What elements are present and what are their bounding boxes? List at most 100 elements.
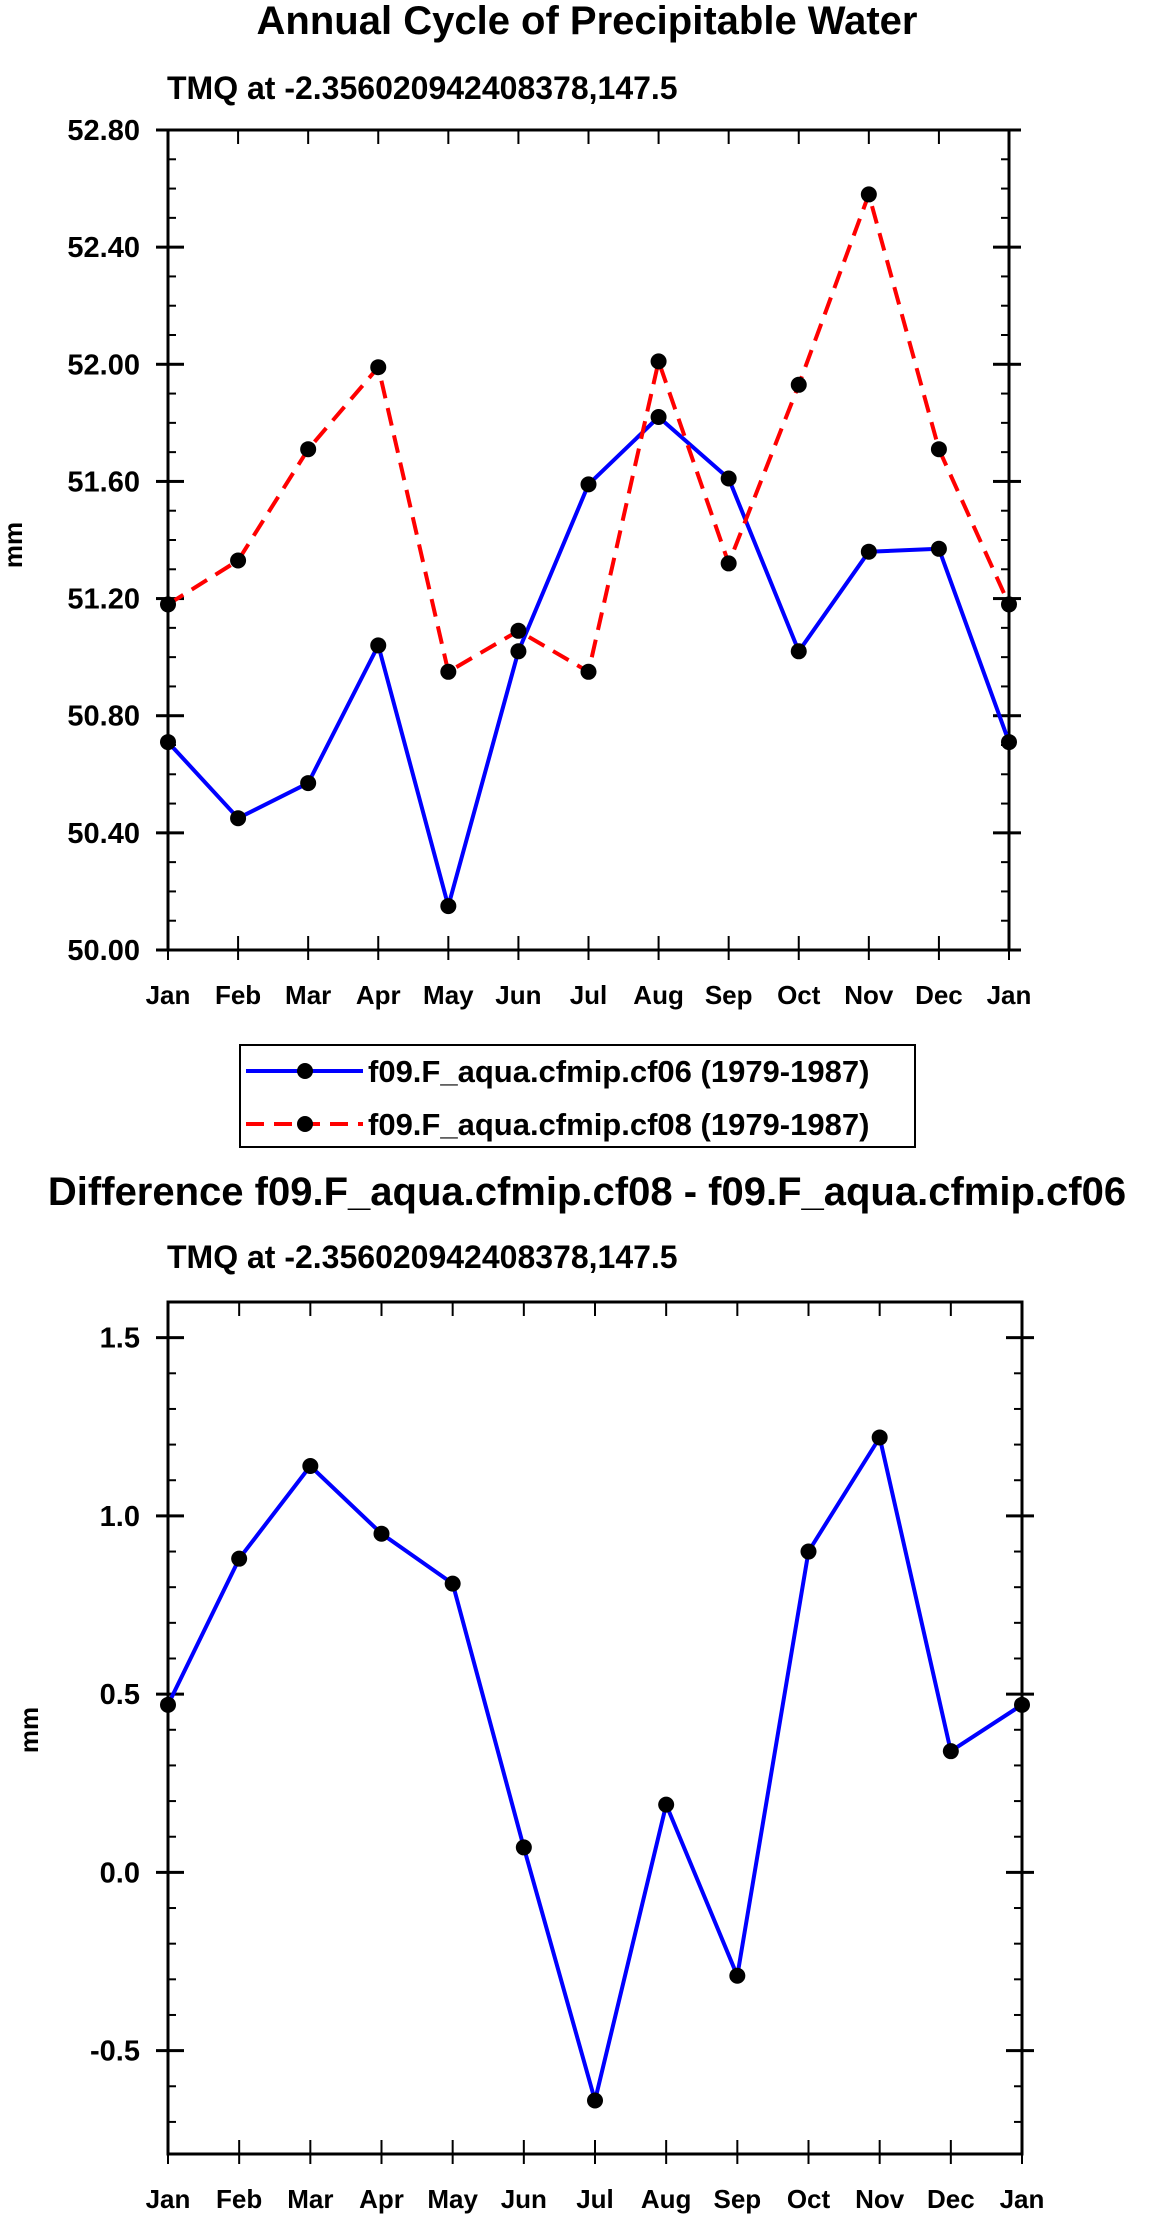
data-point — [1014, 1696, 1030, 1713]
y-axis-label: mm — [0, 522, 28, 568]
x-tick-label-dec: Dec — [927, 2184, 975, 2214]
x-tick-label-mar: Mar — [287, 2184, 333, 2214]
data-point — [510, 643, 527, 660]
legend-marker-cf06 — [297, 1063, 313, 1079]
chart-subtitle: TMQ at -2.356020942408378,147.5 — [167, 1239, 678, 1275]
tick-group — [156, 128, 1021, 960]
y-tick-label: 50.00 — [67, 935, 140, 967]
x-tick-label-jan: Jan — [1000, 2184, 1045, 2214]
x-tick-label-oct: Oct — [787, 2184, 831, 2214]
chart-title: Difference f09.F_aqua.cfmip.cf08 - f09.F… — [48, 1170, 1126, 1214]
y-axis-label: mm — [14, 1707, 44, 1753]
difference-chart: Difference f09.F_aqua.cfmip.cf08 - f09.F… — [14, 1170, 1126, 2214]
data-point — [1001, 734, 1017, 751]
x-tick-label-nov: Nov — [844, 980, 894, 1010]
series-line-0 — [166, 1435, 1024, 2103]
x-tick-label-jun: Jun — [495, 980, 541, 1010]
data-point — [587, 2092, 603, 2109]
data-point — [373, 1525, 390, 1542]
data-point — [650, 353, 667, 370]
y-tick-label: 1.0 — [100, 1501, 140, 1533]
x-tick-label-may: May — [427, 2184, 478, 2214]
series-line-1 — [166, 192, 1011, 674]
plot-frame — [166, 1300, 1024, 2156]
legend-label-cf06: f09.F_aqua.cfmip.cf06 (1979-1987) — [368, 1054, 869, 1089]
data-point — [440, 663, 457, 680]
y-tick-label: 50.40 — [67, 818, 140, 850]
legend-marker-cf08 — [297, 1116, 313, 1132]
x-tick-label-feb: Feb — [215, 980, 261, 1010]
y-tick-label: -0.5 — [90, 2036, 140, 2068]
x-tick-label-jan: Jan — [987, 980, 1032, 1010]
data-point — [302, 1457, 319, 1474]
data-point — [370, 359, 387, 376]
data-point — [160, 734, 176, 751]
chart-title: Annual Cycle of Precipitable Water — [257, 0, 918, 43]
x-tick-label-nov: Nov — [855, 2184, 905, 2214]
x-tick-label-may: May — [423, 980, 474, 1010]
data-point — [580, 476, 597, 493]
tick-group — [156, 1301, 1034, 2164]
data-point — [650, 409, 667, 425]
data-point — [580, 663, 597, 680]
data-point — [860, 543, 877, 560]
data-point — [230, 552, 247, 569]
x-tick-label-aug: Aug — [641, 2184, 692, 2214]
series-group — [160, 1429, 1030, 2109]
data-point — [300, 441, 317, 458]
data-point — [729, 1967, 746, 1984]
x-tick-label-jun: Jun — [501, 2184, 547, 2214]
data-point — [930, 441, 947, 458]
data-point — [440, 898, 457, 915]
y-tick-label: 52.00 — [67, 349, 140, 381]
tick-label-group: Jan Feb Mar Apr May Jun Jul Aug Sep Oct Nov Dec Jan5… — [67, 115, 1031, 1010]
y-tick-label: 52.80 — [67, 115, 140, 147]
series-group — [160, 186, 1017, 915]
x-tick-label-feb: Feb — [216, 2184, 262, 2214]
data-point — [790, 643, 807, 660]
data-point — [790, 376, 807, 393]
data-point — [231, 1550, 248, 1567]
data-point — [720, 555, 737, 572]
data-point — [160, 596, 176, 613]
data-point — [658, 1796, 675, 1813]
data-point — [444, 1575, 461, 1592]
legend-label-cf08: f09.F_aqua.cfmip.cf08 (1979-1987) — [368, 1107, 869, 1142]
legend-frame — [239, 1044, 916, 1148]
y-tick-label: 1.5 — [100, 1323, 140, 1355]
y-tick-label: 0.5 — [100, 1679, 140, 1711]
data-point — [230, 810, 247, 827]
y-tick-label: 0.0 — [100, 1857, 140, 1889]
x-tick-label-dec: Dec — [915, 980, 963, 1010]
data-point — [860, 186, 877, 203]
chart-subtitle: TMQ at -2.356020942408378,147.5 — [167, 70, 678, 106]
x-tick-label-sep: Sep — [713, 2184, 761, 2214]
data-point — [871, 1429, 888, 1446]
y-tick-label: 52.40 — [67, 232, 140, 264]
data-point — [942, 1743, 959, 1760]
data-point — [800, 1543, 817, 1560]
x-tick-label-aug: Aug — [633, 980, 684, 1010]
x-tick-label-apr: Apr — [356, 980, 401, 1010]
data-point — [720, 470, 737, 487]
tick-label-group: Jan Feb Mar Apr May Jun Jul Aug Sep Oct Nov Dec Jan -… — [90, 1323, 1044, 2214]
x-tick-label-jul: Jul — [570, 980, 608, 1010]
data-point — [370, 637, 387, 654]
plot-frame — [166, 128, 1011, 952]
x-tick-label-jan: Jan — [146, 980, 191, 1010]
data-point — [515, 1839, 532, 1856]
annual-cycle-chart: Annual Cycle of Precipitable Water TMQ a… — [0, 0, 1031, 1010]
x-tick-label-apr: Apr — [359, 2184, 404, 2214]
data-point — [510, 622, 527, 639]
y-tick-label: 51.60 — [67, 466, 140, 498]
data-point — [930, 540, 947, 557]
legend: f09.F_aqua.cfmip.cf06 (1979-1987) f09.F_… — [239, 1044, 916, 1148]
data-point — [160, 1696, 176, 1713]
x-tick-label-oct: Oct — [777, 980, 821, 1010]
data-point — [1001, 596, 1017, 613]
x-tick-label-mar: Mar — [285, 980, 331, 1010]
y-tick-label: 50.80 — [67, 701, 140, 733]
x-tick-label-sep: Sep — [705, 980, 753, 1010]
data-point — [300, 775, 317, 792]
